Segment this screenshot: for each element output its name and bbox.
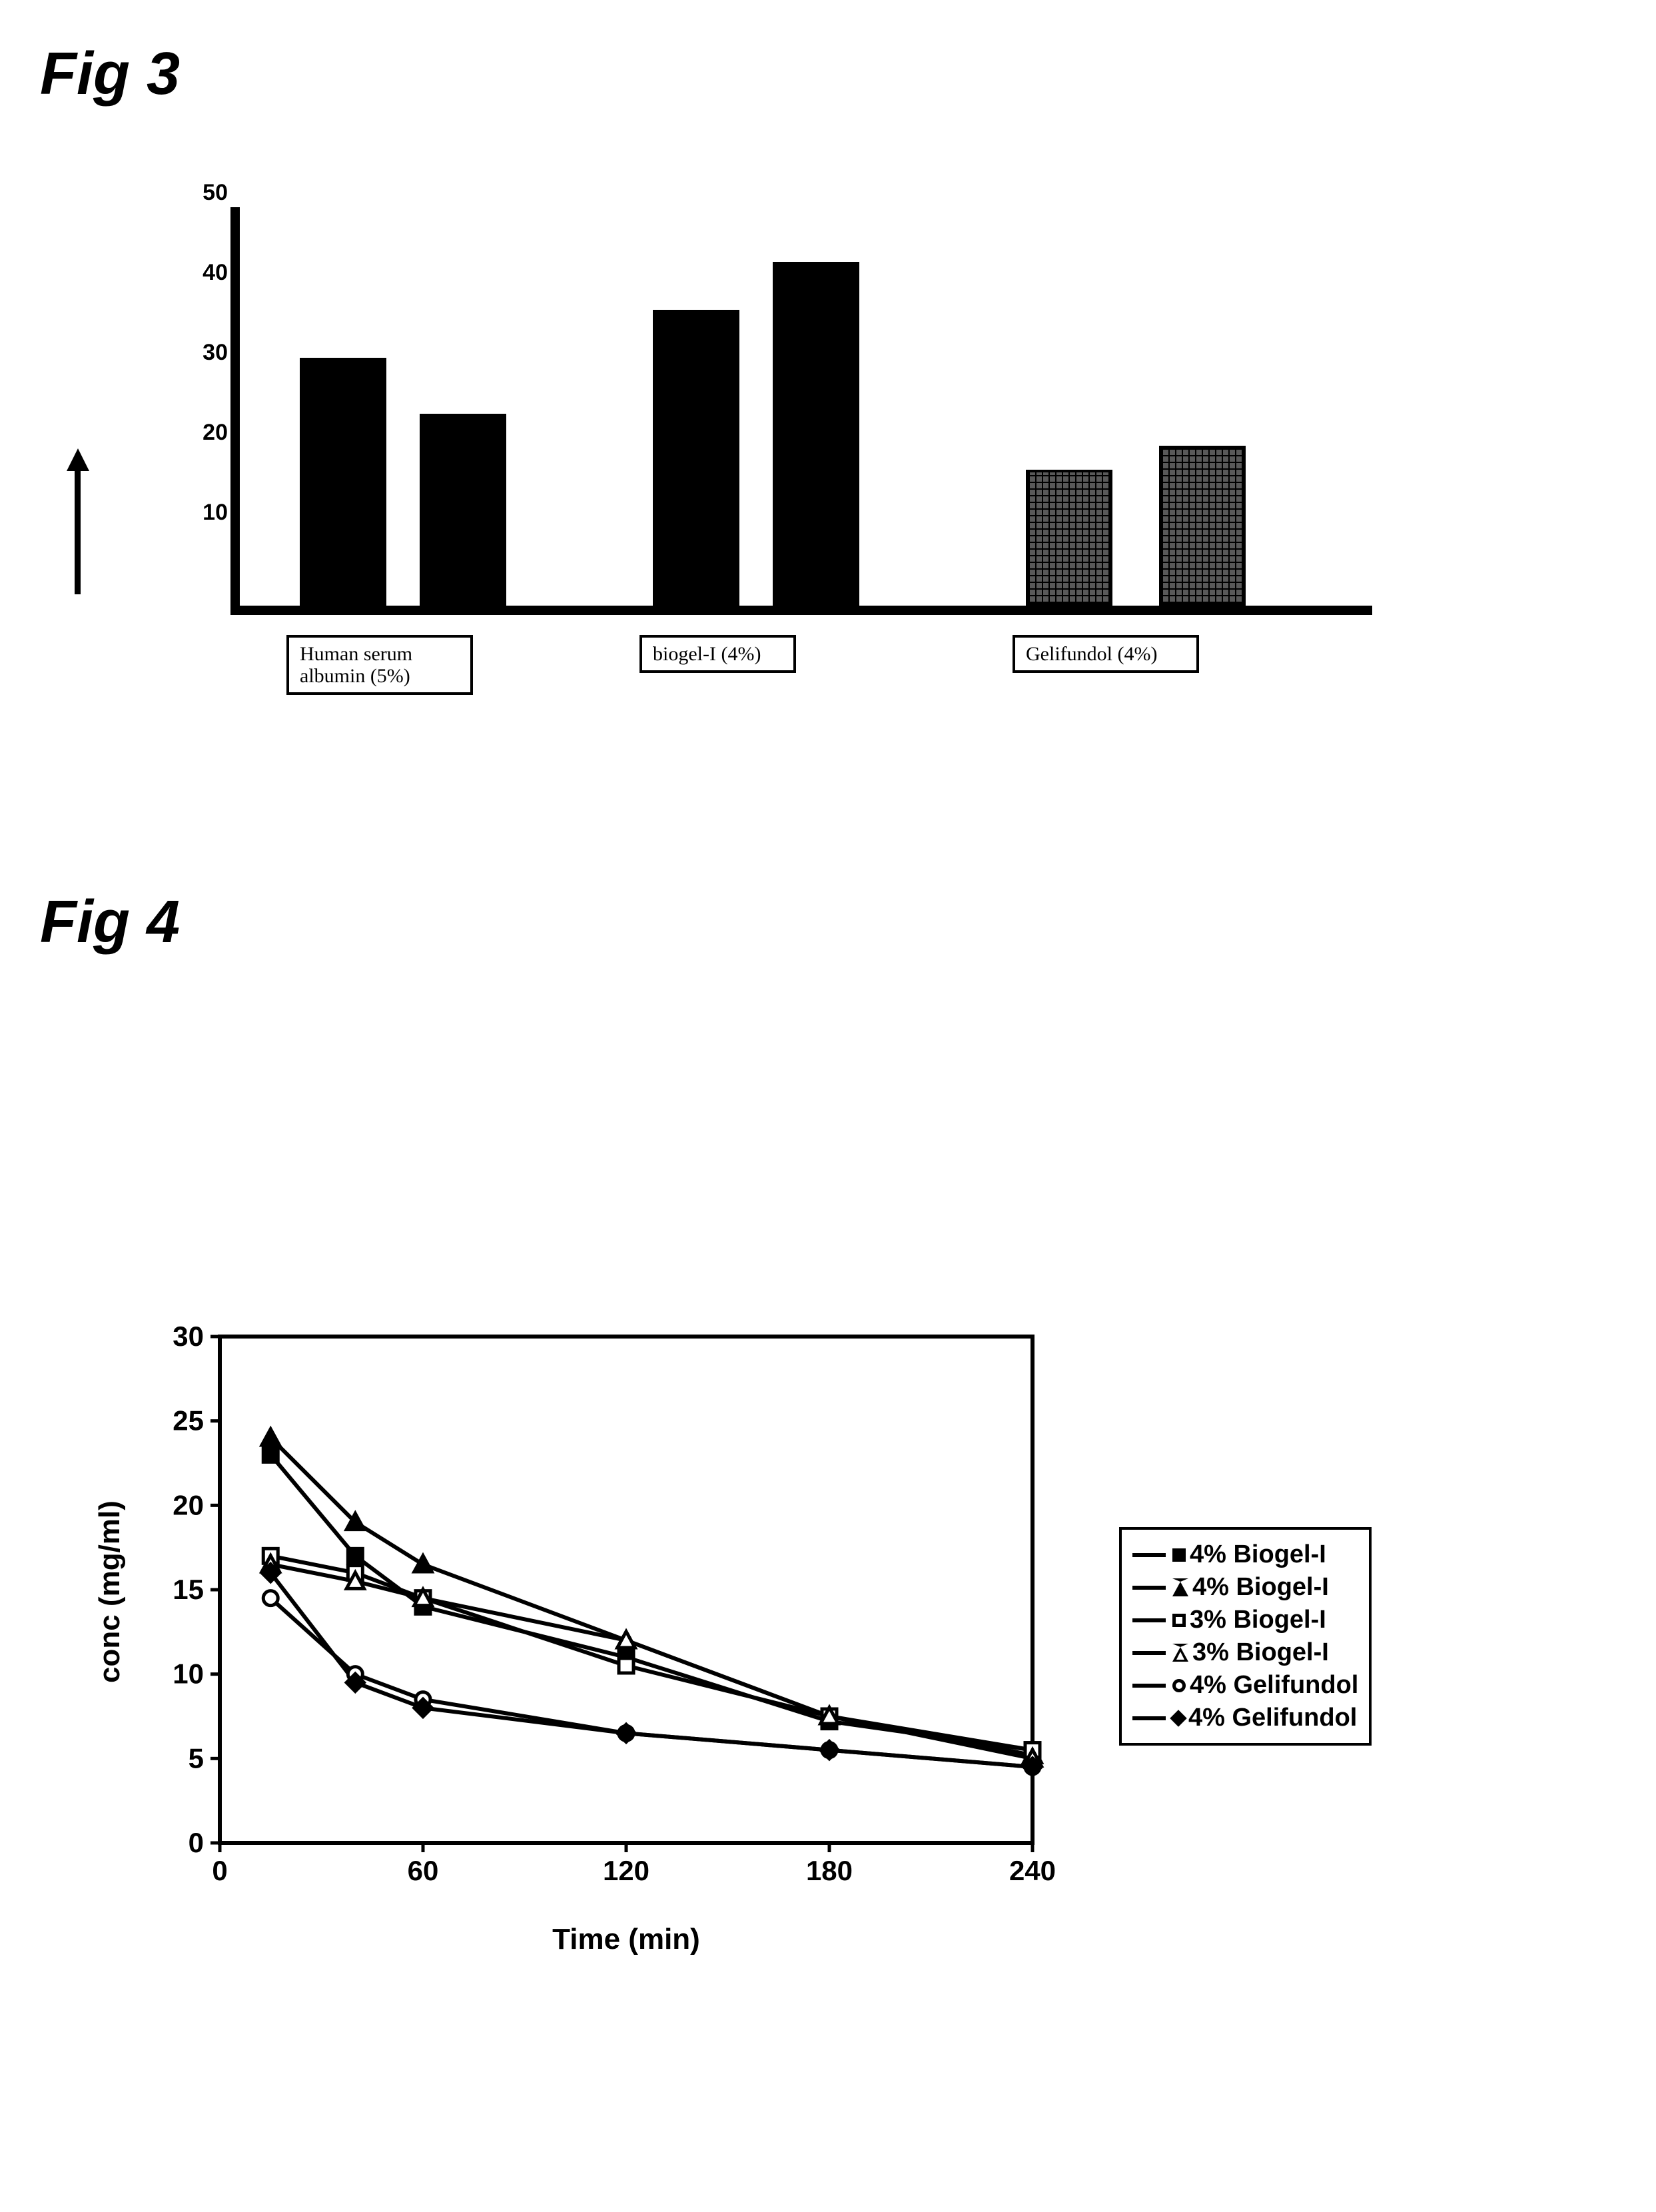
fig3-bar (300, 358, 386, 606)
fig4-legend-item: 4% Gelifundol (1132, 1671, 1358, 1700)
fig3-bar (653, 310, 739, 606)
fig3-x-labels: Human serum albumin (5%) biogel-I (4%) Gel… (240, 635, 1616, 702)
fig4-legend-label: 4% Biogel-I (1192, 1573, 1329, 1602)
fig4-chart: conc (mg/ml) 051015202530060120180240 Ti… (113, 1317, 1616, 1956)
svg-text:0: 0 (189, 1827, 204, 1858)
fig3-y-axis: 1020304050 (187, 215, 240, 615)
fig4-legend: 4% Biogel-I 4% Biogel-I 3% Biogel-I 3% Biog… (1119, 1527, 1372, 1746)
fig4-legend-label: 3% Biogel-I (1192, 1638, 1329, 1667)
fig4-legend-label: 3% Biogel-I (1190, 1606, 1326, 1634)
fig4-plot-area: 0 5 10 15 20 25 30 0 60 120 180 240 (113, 1317, 1059, 1916)
svg-text:15: 15 (173, 1574, 204, 1605)
svg-text:25: 25 (173, 1405, 204, 1436)
fig4-legend-item: 4% Biogel-I (1132, 1540, 1358, 1569)
fig3-title: Fig 3 (40, 40, 1616, 109)
fig4-y-label: conc (mg/ml) (93, 1500, 127, 1683)
fig4-legend-item: 3% Biogel-I (1132, 1638, 1358, 1667)
svg-text:0: 0 (212, 1855, 227, 1886)
fig3-bar (773, 262, 859, 606)
fig4-legend-label: 4% Gelifundol (1190, 1671, 1358, 1700)
fig4-legend-item: 3% Biogel-I (1132, 1606, 1358, 1634)
fig3-category-label: Gelifundol (4%) (1013, 635, 1199, 673)
fig3-y-tick: 50 (203, 181, 228, 204)
svg-text:10: 10 (173, 1658, 204, 1690)
svg-text:5: 5 (189, 1742, 204, 1774)
fig4-x-label: Time (min) (193, 1923, 1059, 1956)
fig3-bar (1159, 446, 1246, 606)
svg-text:30: 30 (173, 1321, 204, 1352)
fig3-y-tick: 40 (203, 261, 228, 284)
svg-text:60: 60 (408, 1855, 439, 1886)
fig3-bar (420, 414, 506, 606)
fig3-bar (1026, 470, 1112, 606)
fig3-plot-area (240, 215, 1372, 615)
svg-text:180: 180 (806, 1855, 853, 1886)
fig4-legend-label: 4% Biogel-I (1190, 1540, 1326, 1569)
page: Fig 3 1020304050 Human serum albumin (5%… (40, 40, 1616, 1956)
fig3-category-label: biogel-I (4%) (639, 635, 796, 673)
fig4-legend-item: 4% Biogel-I (1132, 1573, 1358, 1602)
fig3-category-label: Human serum albumin (5%) (286, 635, 473, 695)
svg-text:240: 240 (1009, 1855, 1056, 1886)
fig3-y-tick: 20 (203, 421, 228, 444)
fig4-legend-label: 4% Gelifundol (1188, 1704, 1357, 1732)
fig3-chart: 1020304050 Human serum albumin (5%)bioge… (187, 215, 1616, 702)
svg-text:20: 20 (173, 1489, 204, 1520)
fig3-y-tick: 10 (203, 501, 228, 524)
fig4-title: Fig 4 (40, 888, 1616, 957)
fig3-y-tick: 30 (203, 341, 228, 364)
svg-text:120: 120 (603, 1855, 649, 1886)
fig4-legend-item: 4% Gelifundol (1132, 1704, 1358, 1732)
